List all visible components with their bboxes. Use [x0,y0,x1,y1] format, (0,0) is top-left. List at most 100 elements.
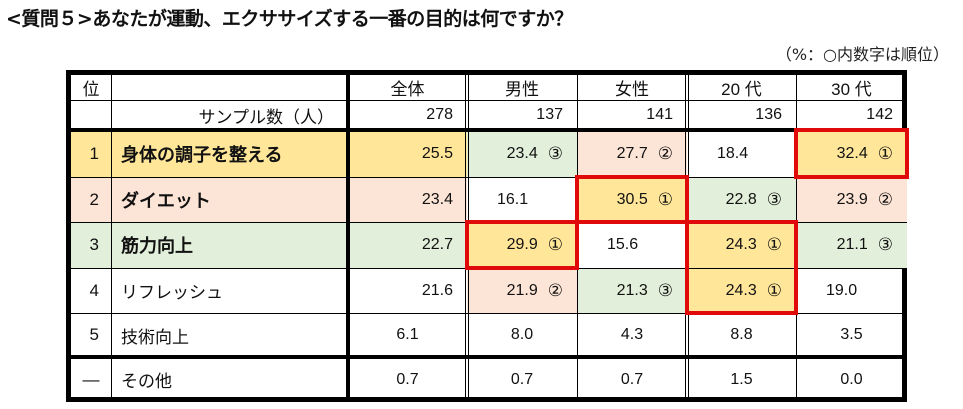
label-header-blank [111,75,348,100]
value: 3.5 [840,326,863,343]
grid-line [688,75,689,402]
grid-line [577,75,578,402]
value: 8.8 [730,326,753,343]
value-cell: 24.3 ① [687,268,796,313]
value-cell: 15.6 [577,222,687,268]
value: 27.7 [616,144,648,162]
value-cell: 8.8 [687,313,796,357]
grid-line [685,75,686,402]
value: 19.0 [826,281,858,299]
value-cell: 8.0 [467,313,577,357]
value: 0.7 [396,370,419,388]
grid-line [71,268,907,269]
grid-line [346,75,350,402]
row-rank: — [82,369,100,389]
sample-size-label: サンプル数（人） [198,107,335,127]
column-header-2: 男性 [505,80,539,99]
sample-size-2: 137 [536,106,563,123]
value-cell: 27.7 ② [577,130,687,177]
value-cell: 22.7 [348,222,467,268]
value: 21.1 [836,236,868,253]
value-cell: 21.9 ② [467,268,577,313]
row-rank: 5 [89,325,99,344]
value: 23.4 [506,144,538,162]
value: 25.5 [421,144,453,162]
value-cell: 25.5 [348,130,467,177]
row-rank: 3 [71,222,111,268]
rank-circle-badge: ① [766,280,782,301]
grid-line [71,222,907,223]
row-label: その他 [121,372,172,391]
grid-line [71,100,907,101]
value-cell: 0.0 [796,357,907,402]
grid-line [71,355,907,359]
value: 4.3 [620,326,644,343]
row-rank: 2 [71,177,111,222]
sample-size-4: 136 [755,106,782,123]
value-cell: 0.7 [348,357,467,402]
value: 8.0 [510,326,534,343]
value-cell: 18.4 [687,130,796,177]
grid-line [71,313,907,314]
rank-circle-badge: ② [877,189,893,210]
rank-circle-badge: ③ [657,280,673,301]
value: 30.5 [616,190,648,208]
value: 22.8 [725,190,757,208]
grid-line [796,75,797,402]
value: 0.7 [620,370,644,388]
rank-header: 位 [82,80,100,99]
value-cell: 22.8 ③ [687,177,796,222]
value-cell: 6.1 [348,313,467,357]
value: 21.3 [616,281,648,299]
value: 21.6 [421,281,453,299]
rank-circle-badge: ③ [547,143,563,164]
value: 22.7 [421,236,453,253]
survey-results-table: 位 全体 男性 女性 20 代 30 代サンプル数（人） 278 137 141 136 142 1 身… [66,70,909,402]
rank-circle-badge: ① [547,235,563,255]
value: 23.9 [836,190,868,208]
column-header-4: 20 代 [721,80,762,99]
value-cell: 21.1 ③ [796,222,907,268]
value: 18.4 [717,144,749,162]
value: 29.9 [506,236,538,253]
grid-line [111,75,112,402]
row-label: 身体の調子を整える [111,130,348,177]
value: 0.7 [510,370,534,388]
value-cell: 24.3 ① [687,222,796,268]
sample-rank-blank [71,100,111,130]
value: 24.3 [725,281,757,299]
rank-circle-badge: ③ [766,189,782,210]
rank-circle-badge: ② [657,143,673,164]
table-note: （%：○内数字は順位） [775,45,949,64]
rank-circle-badge: ② [547,280,563,301]
value-cell: 19.0 [796,268,907,313]
value-cell: 30.5 ① [577,177,687,222]
row-label: ダイエット [111,177,348,222]
value: 1.5 [730,370,753,388]
value: 23.4 [421,190,453,208]
value-cell: 4.3 [577,313,687,357]
value-cell: 23.9 ② [796,177,907,222]
rank-circle-badge: ① [766,235,782,255]
value-cell: 0.7 [467,357,577,402]
row-label: リフレッシュ [121,283,223,302]
value: 0.0 [840,370,863,388]
value-cell: 16.1 [467,177,577,222]
sample-size-3: 141 [646,106,673,123]
value-cell: 23.4 ③ [467,130,577,177]
row-rank: 4 [89,280,99,300]
value-cell: 0.7 [577,357,687,402]
sample-size-5: 142 [866,106,893,123]
column-header-3: 女性 [615,80,649,99]
column-header-1: 全体 [390,80,425,99]
grid-line [468,75,469,402]
grid-line [71,128,907,132]
grid-line [71,177,907,178]
value: 15.6 [607,236,639,253]
value: 16.1 [497,190,529,208]
rank-circle-badge: ① [877,143,893,164]
value-cell: 21.3 ③ [577,268,687,313]
value-cell: 21.6 [348,268,467,313]
value: 32.4 [836,144,868,162]
value: 21.9 [506,281,538,299]
